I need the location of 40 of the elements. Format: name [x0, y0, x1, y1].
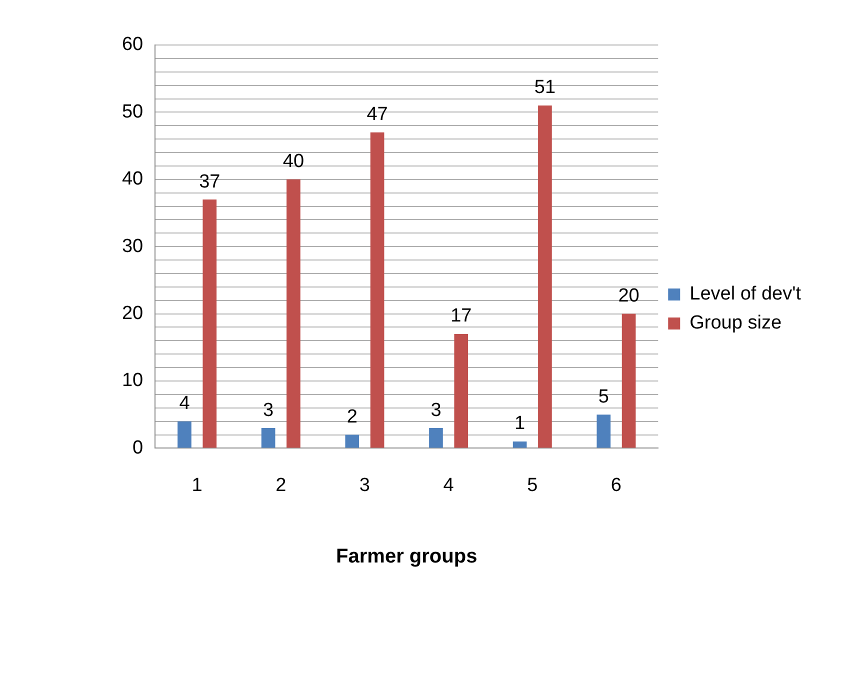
- y-tick-label: 10: [122, 370, 144, 392]
- legend-label: Level of dev't: [690, 284, 802, 305]
- data-label: 47: [366, 104, 388, 126]
- bar: [286, 179, 300, 448]
- data-label: 17: [450, 306, 472, 327]
- data-label: 20: [618, 286, 640, 307]
- bar: [622, 314, 636, 448]
- y-tick-label: 50: [122, 101, 144, 122]
- data-label: 2: [346, 406, 358, 428]
- bar: [202, 200, 217, 448]
- y-tick-label: 60: [122, 34, 144, 56]
- x-axis-title: Farmer groups: [336, 546, 478, 568]
- bar: [261, 428, 276, 448]
- y-tick-label: 0: [132, 437, 144, 458]
- bar: [429, 428, 443, 448]
- bar: [512, 441, 527, 448]
- x-tick-label: 5: [527, 474, 538, 496]
- data-label: 1: [514, 413, 526, 434]
- y-tick-label: 20: [122, 303, 144, 324]
- bar: [345, 434, 360, 448]
- bar: [538, 105, 552, 448]
- legend-label: Group size: [690, 312, 782, 334]
- x-tick-label: 1: [192, 474, 202, 496]
- y-tick-label: 30: [122, 236, 144, 257]
- data-label: 3: [263, 400, 274, 421]
- data-label: 51: [534, 77, 556, 98]
- y-tick-label: 40: [122, 168, 144, 190]
- bar: [454, 334, 468, 448]
- data-label: 4: [179, 393, 190, 414]
- x-tick-label: 2: [276, 474, 286, 496]
- data-label: 3: [430, 400, 442, 421]
- x-tick-label: 4: [443, 474, 454, 496]
- x-tick-label: 3: [359, 474, 370, 496]
- bar: [178, 421, 192, 448]
- data-label: 5: [598, 386, 609, 408]
- data-label: 40: [282, 151, 304, 172]
- bar: [370, 132, 384, 448]
- data-label: 37: [199, 171, 220, 192]
- bar: [596, 414, 611, 448]
- x-tick-label: 6: [610, 474, 622, 496]
